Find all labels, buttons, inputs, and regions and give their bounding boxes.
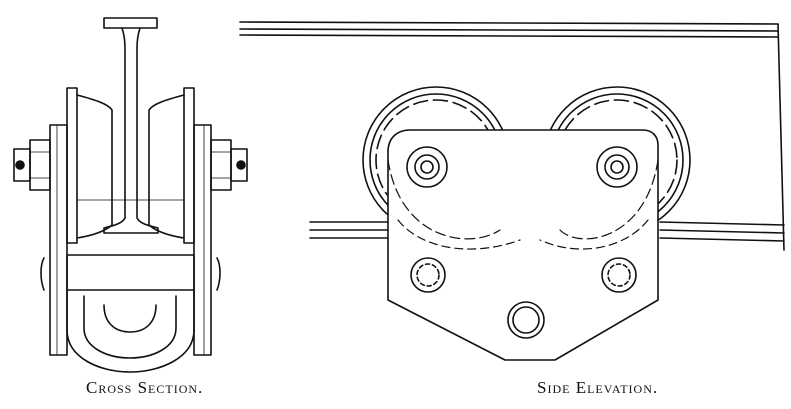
hanger-bolt — [507, 301, 545, 339]
side-elevation-view — [239, 21, 785, 361]
side-plate-outline — [387, 129, 659, 361]
cross-section-caption: Cross Section. — [86, 378, 204, 397]
cross-section-view — [13, 17, 248, 373]
axle-and-nuts — [13, 139, 248, 191]
lower-clevis — [40, 254, 221, 373]
lower-left-bolt — [410, 257, 446, 293]
right-axle-nut — [596, 146, 638, 188]
wheel-section — [66, 87, 195, 244]
beam-top-flange — [239, 21, 785, 251]
side-elevation-caption: Side Elevation. — [537, 378, 659, 397]
left-axle-nut — [406, 146, 448, 188]
i-beam-section — [103, 17, 159, 234]
lower-right-bolt — [601, 257, 637, 293]
beam-bottom-flange — [309, 221, 785, 242]
side-plates — [49, 124, 212, 356]
